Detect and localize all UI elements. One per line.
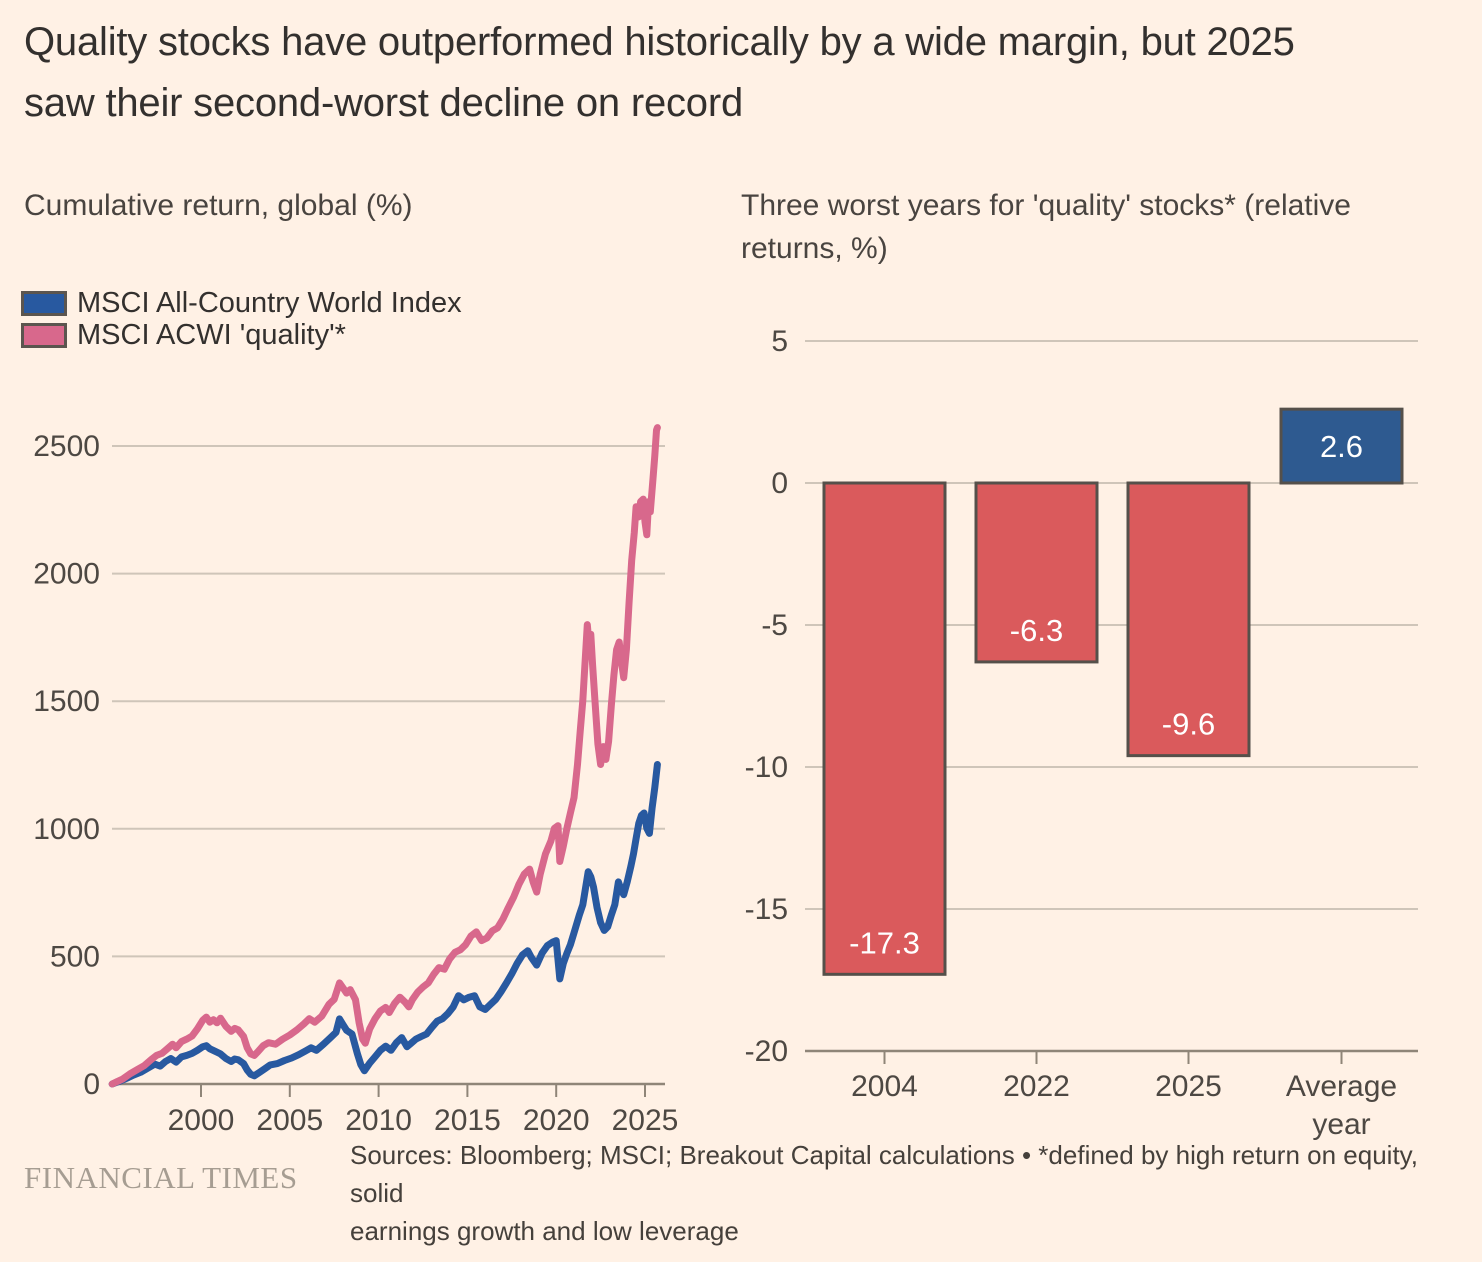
y-axis-label: 0 [771,467,788,500]
bar-value-label: 2.6 [1320,429,1363,464]
x-axis-label: 2005 [256,1104,323,1137]
category-label: 2025 [1155,1070,1222,1103]
bar-chart: 5 0 -5 -10 -15 -20 -17.3 2004 -6.3 2022 -9.6 2025 2.… [745,325,1418,1141]
category-label: Average [1286,1070,1397,1103]
legend-item-acwi: MSCI All-Country World Index [21,287,462,319]
y-axis-label: 1000 [33,813,100,846]
series-line_pink [108,424,661,1088]
source-line-1: Sources: Bloomberg; MSCI; Breakout Capit… [350,1140,1418,1208]
x-axis-label: 2015 [434,1104,501,1137]
bar-Average year [1279,407,1404,485]
bar-2022 [974,481,1099,664]
series-line_blue [108,761,661,1088]
category-label: year [1312,1108,1370,1141]
source-note: Sources: Bloomberg; MSCI; Breakout Capit… [350,1136,1460,1250]
y-axis-label: 1500 [33,685,100,718]
bar-value-label: -17.3 [849,925,920,960]
y-axis-label: 0 [83,1068,100,1101]
legend-swatch-blue [21,290,67,316]
y-axis-label: 5 [771,325,788,358]
y-axis-label: -5 [761,609,788,642]
y-axis-label: 2000 [33,558,100,591]
source-line-2: earnings growth and low leverage [350,1216,739,1246]
bar-2025 [1126,481,1251,758]
x-axis-label: 2000 [168,1104,235,1137]
y-axis-label: -15 [745,893,788,926]
legend-label-acwi: MSCI All-Country World Index [77,286,462,319]
category-label: 2004 [851,1070,918,1103]
legend-item-quality: MSCI ACWI 'quality'* [21,319,462,351]
category-label: 2022 [1003,1070,1070,1103]
page-title: Quality stocks have outperformed histori… [24,12,1444,134]
bar-2004 [822,481,947,976]
page-title-line-2: saw their second-worst decline on record [24,81,744,125]
line-chart: 0 500 1000 1500 2000 2500 2000 2005 2010 2015 2020… [33,424,679,1137]
y-axis-label: -10 [745,751,788,784]
page-title-line-1: Quality stocks have outperformed histori… [24,20,1295,64]
legend-swatch-pink [21,322,67,348]
y-axis-label: -20 [745,1035,788,1068]
bar-chart-subtitle: Three worst years for 'quality' stocks* … [741,189,1351,265]
y-axis-label: 2500 [33,430,100,463]
x-axis-label: 2025 [612,1104,679,1137]
legend-label-quality: MSCI ACWI 'quality'* [77,318,346,351]
y-axis-label: 500 [50,940,100,973]
x-axis-label: 2020 [523,1104,590,1137]
legend: MSCI All-Country World Index MSCI ACWI '… [21,287,462,351]
ft-logo: FINANCIAL TIMES [24,1160,298,1195]
bar-value-label: -6.3 [1010,613,1063,648]
bar-value-label: -9.6 [1162,707,1215,742]
line-chart-subtitle: Cumulative return, global (%) [24,189,413,222]
x-axis-label: 2010 [345,1104,412,1137]
